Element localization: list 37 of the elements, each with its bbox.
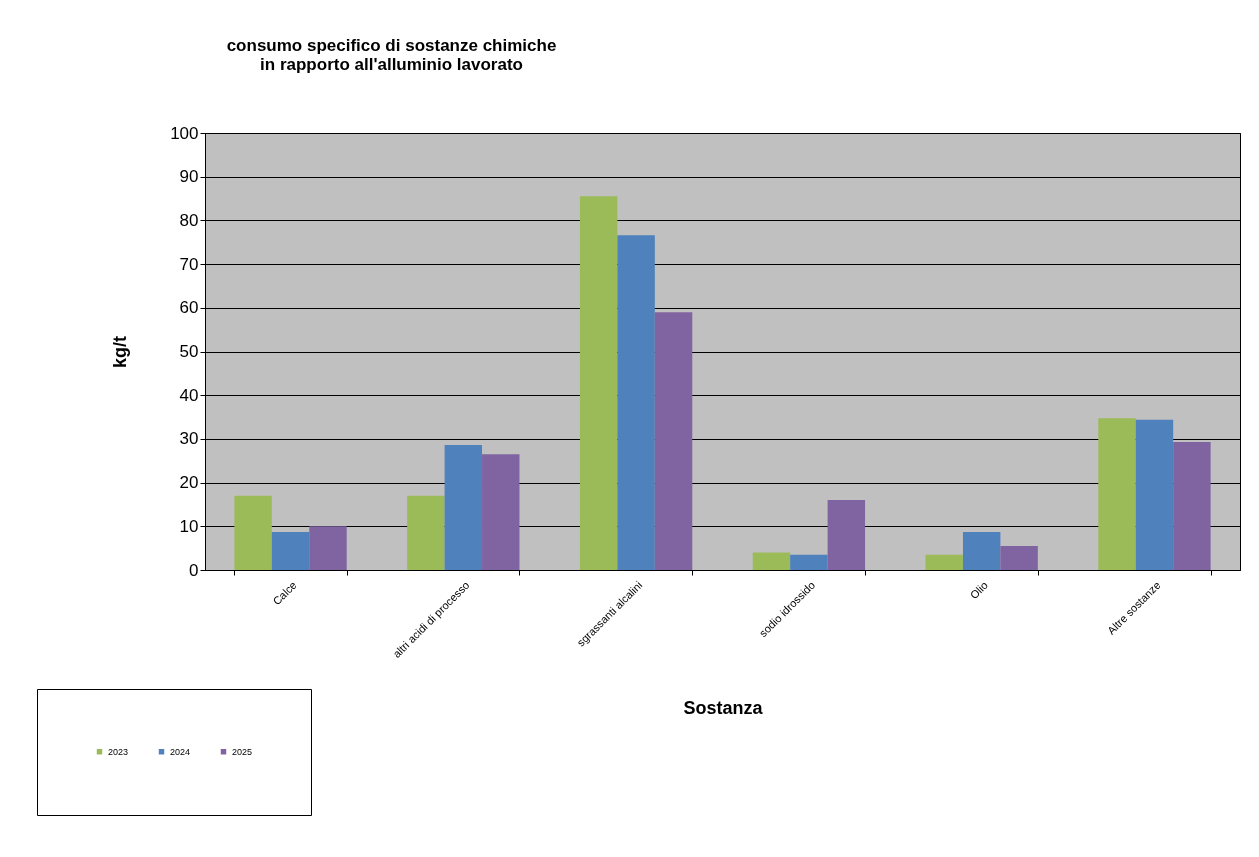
bar [1098, 418, 1136, 570]
bar [962, 531, 1001, 570]
bar [482, 454, 520, 570]
legend-label: 2025 [232, 746, 253, 757]
bar [925, 554, 963, 570]
bar [790, 554, 828, 570]
text: consumo specifico di sostanze chimiche [226, 36, 557, 55]
y-tick-label: 20 [179, 473, 199, 493]
legend-label: 2024 [170, 746, 191, 757]
bar [234, 495, 272, 570]
bar [617, 235, 655, 570]
y-tick-label: 0 [189, 560, 199, 580]
bar [271, 531, 310, 570]
y-tick-label: 100 [170, 123, 199, 143]
bar [1173, 441, 1211, 570]
bar [309, 526, 347, 570]
bar [444, 445, 483, 570]
y-axis-title: kg/t [110, 335, 131, 369]
y-tick-label: 30 [179, 429, 199, 449]
text: in rapporto all'alluminio lavorato [260, 55, 523, 74]
bar [579, 196, 618, 570]
bar [1135, 419, 1174, 570]
y-tick-label: 90 [179, 167, 199, 187]
bar [827, 500, 866, 570]
x-tick-label: Olio [967, 578, 990, 602]
y-tick-label: 10 [179, 516, 199, 536]
y-tick-label: 70 [179, 254, 199, 274]
bar [654, 312, 693, 570]
y-tick-label: 40 [179, 385, 199, 405]
y-tick-label: 50 [179, 342, 199, 361]
x-axis-title: Sostanza [683, 697, 764, 718]
bar [752, 552, 791, 570]
y-tick-label: 60 [179, 298, 199, 318]
bar [1000, 545, 1038, 570]
legend-label: 2023 [108, 746, 129, 757]
bar [407, 495, 445, 570]
y-tick-label: 80 [179, 210, 199, 230]
